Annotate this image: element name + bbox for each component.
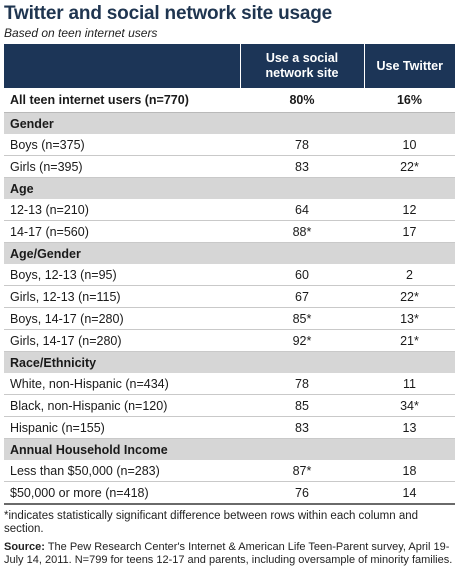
table-row: 14-17 (n=560) 88* 17 (4, 220, 455, 243)
row-label: 12-13 (n=210) (4, 199, 240, 221)
row-label: Boys, 14-17 (n=280) (4, 307, 240, 330)
sns-value: 83 (240, 155, 364, 178)
table-row: Girls, 14-17 (n=280) 92* 21* (4, 329, 455, 352)
table-body: All teen internet users (n=770) 80% 16% … (4, 88, 455, 505)
sns-value: 85 (240, 394, 364, 417)
row-label: $50,000 or more (n=418) (4, 481, 240, 505)
row-label: Girls, 12-13 (n=115) (4, 285, 240, 308)
row-label: Less than $50,000 (n=283) (4, 460, 240, 482)
sns-value: 88* (240, 220, 364, 243)
section-title: Annual Household Income (4, 438, 455, 460)
table-row: Boys (n=375) 78 10 (4, 134, 455, 156)
usage-table: Use a social network site Use Twitter Al… (4, 44, 455, 505)
table-row: White, non-Hispanic (n=434) 78 11 (4, 373, 455, 395)
footnote: *indicates statistically significant dif… (4, 510, 419, 535)
table-row: 12-13 (n=210) 64 12 (4, 199, 455, 221)
section-title: Race/Ethnicity (4, 351, 455, 373)
twitter-value: 10 (364, 134, 455, 156)
sns-value: 83 (240, 416, 364, 439)
sns-value: 60 (240, 264, 364, 286)
sns-value: 78 (240, 373, 364, 395)
row-label: Girls (n=395) (4, 155, 240, 178)
row-label: Boys, 12-13 (n=95) (4, 264, 240, 286)
twitter-value: 12 (364, 199, 455, 221)
page-title: Twitter and social network site usage (4, 3, 333, 24)
section-header-row: Age/Gender (4, 242, 455, 264)
twitter-value: 34* (364, 394, 455, 417)
sns-value: 92* (240, 329, 364, 352)
twitter-value: 13* (364, 307, 455, 330)
header-row: Use a social network site Use Twitter (4, 44, 455, 88)
table-row: Less than $50,000 (n=283) 87* 18 (4, 460, 455, 482)
sns-value: 80% (240, 88, 364, 113)
section-title: Age/Gender (4, 242, 455, 264)
sns-value: 76 (240, 481, 364, 505)
source-text: The Pew Research Center's Internet & Ame… (4, 541, 453, 566)
twitter-value: 16% (364, 88, 455, 113)
twitter-value: 22* (364, 285, 455, 308)
twitter-value: 11 (364, 373, 455, 395)
twitter-value: 2 (364, 264, 455, 286)
total-row: All teen internet users (n=770) 80% 16% (4, 88, 455, 113)
section-title: Age (4, 177, 455, 199)
sns-value: 64 (240, 199, 364, 221)
page-subtitle: Based on teen internet users (4, 26, 158, 40)
twitter-value: 13 (364, 416, 455, 439)
source-label: Source: (4, 541, 45, 553)
sns-value: 85* (240, 307, 364, 330)
row-label: Black, non-Hispanic (n=120) (4, 394, 240, 417)
header-twitter: Use Twitter (363, 44, 455, 88)
source-note: Source: The Pew Research Center's Intern… (4, 541, 455, 567)
sns-value: 67 (240, 285, 364, 308)
sns-value: 78 (240, 134, 364, 156)
table-row: Hispanic (n=155) 83 13 (4, 416, 455, 439)
twitter-value: 21* (364, 329, 455, 352)
table-row: Girls (n=395) 83 22* (4, 155, 455, 178)
row-label: Boys (n=375) (4, 134, 240, 156)
row-label: Hispanic (n=155) (4, 416, 240, 439)
row-label: All teen internet users (n=770) (4, 88, 240, 113)
section-header-row: Gender (4, 112, 455, 134)
section-title: Gender (4, 112, 455, 134)
header-sns: Use a social network site (239, 44, 364, 88)
twitter-value: 22* (364, 155, 455, 178)
row-label: White, non-Hispanic (n=434) (4, 373, 240, 395)
table-row: Boys, 14-17 (n=280) 85* 13* (4, 307, 455, 330)
section-header-row: Annual Household Income (4, 438, 455, 460)
section-header-row: Race/Ethnicity (4, 351, 455, 373)
row-label: Girls, 14-17 (n=280) (4, 329, 240, 352)
table-row: Girls, 12-13 (n=115) 67 22* (4, 285, 455, 308)
row-label: 14-17 (n=560) (4, 220, 240, 243)
section-header-row: Age (4, 177, 455, 199)
sns-value: 87* (240, 460, 364, 482)
header-blank (4, 44, 240, 88)
table-row: Boys, 12-13 (n=95) 60 2 (4, 264, 455, 286)
twitter-value: 17 (364, 220, 455, 243)
table-row: $50,000 or more (n=418) 76 14 (4, 481, 455, 505)
twitter-value: 14 (364, 481, 455, 505)
table-row: Black, non-Hispanic (n=120) 85 34* (4, 394, 455, 417)
twitter-value: 18 (364, 460, 455, 482)
